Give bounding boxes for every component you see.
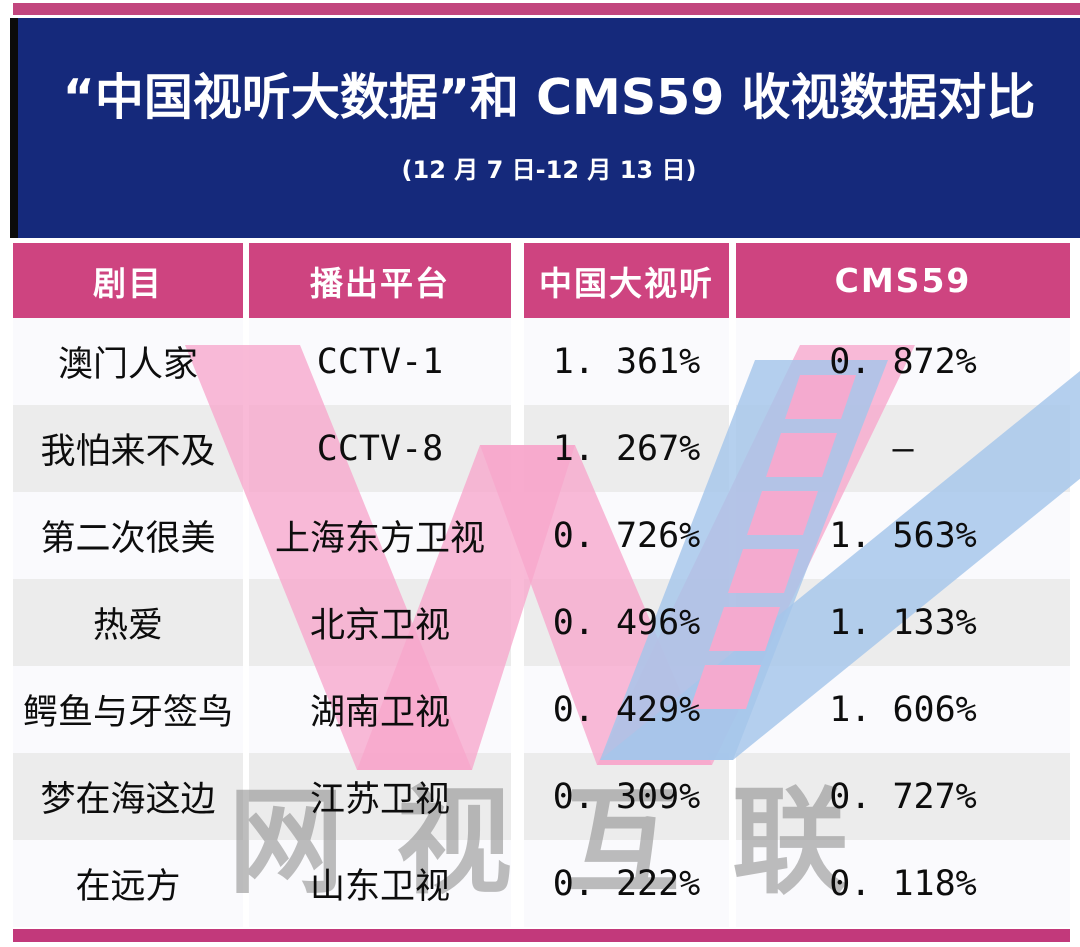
- header-cell-show: 剧目: [13, 243, 243, 318]
- cell-cavd-rating: 1. 267%: [524, 405, 729, 492]
- top-accent-bar: [13, 3, 1080, 15]
- table-header-row: 剧目 播出平台 中国大视听 CMS59: [13, 243, 1070, 318]
- cell-cms59-rating: 1. 563%: [736, 492, 1070, 579]
- table-body: 澳门人家 CCTV-1 1. 361% 0. 872% 我怕来不及 CCTV-8…: [13, 318, 1070, 927]
- cell-cms59-rating: 0. 727%: [736, 753, 1070, 840]
- cell-platform: 湖南卫视: [249, 666, 511, 753]
- cell-platform: 山东卫视: [249, 840, 511, 927]
- cell-platform: CCTV-8: [249, 405, 511, 492]
- cell-platform: CCTV-1: [249, 318, 511, 405]
- cell-platform: 上海东方卫视: [249, 492, 511, 579]
- cell-cms59-rating: –: [736, 405, 1070, 492]
- cell-cavd-rating: 0. 222%: [524, 840, 729, 927]
- header-cell-cavd: 中国大视听: [524, 243, 729, 318]
- cell-cavd-rating: 0. 496%: [524, 579, 729, 666]
- cell-show-title: 热爱: [13, 579, 243, 666]
- table-row: 澳门人家 CCTV-1 1. 361% 0. 872%: [13, 318, 1070, 405]
- cell-cavd-rating: 0. 726%: [524, 492, 729, 579]
- cell-show-title: 澳门人家: [13, 318, 243, 405]
- header-banner: “中国视听大数据”和 CMS59 收视数据对比 (12 月 7 日-12 月 1…: [10, 18, 1080, 238]
- cell-cms59-rating: 1. 133%: [736, 579, 1070, 666]
- table-row: 梦在海这边 江苏卫视 0. 309% 0. 727%: [13, 753, 1070, 840]
- cell-cavd-rating: 0. 429%: [524, 666, 729, 753]
- cell-show-title: 梦在海这边: [13, 753, 243, 840]
- cell-cms59-rating: 1. 606%: [736, 666, 1070, 753]
- cell-show-title: 在远方: [13, 840, 243, 927]
- cell-cms59-rating: 0. 118%: [736, 840, 1070, 927]
- cell-cavd-rating: 0. 309%: [524, 753, 729, 840]
- cell-cavd-rating: 1. 361%: [524, 318, 729, 405]
- ratings-comparison-table: 剧目 播出平台 中国大视听 CMS59 澳门人家 CCTV-1 1. 361% …: [13, 243, 1070, 927]
- cell-show-title: 鳄鱼与牙签鸟: [13, 666, 243, 753]
- bottom-accent-bar: [13, 929, 1070, 942]
- table-row: 第二次很美 上海东方卫视 0. 726% 1. 563%: [13, 492, 1070, 579]
- table-row: 热爱 北京卫视 0. 496% 1. 133%: [13, 579, 1070, 666]
- cell-cms59-rating: 0. 872%: [736, 318, 1070, 405]
- table-row: 鳄鱼与牙签鸟 湖南卫视 0. 429% 1. 606%: [13, 666, 1070, 753]
- table-row: 在远方 山东卫视 0. 222% 0. 118%: [13, 840, 1070, 927]
- header-cell-cms59: CMS59: [736, 243, 1070, 318]
- cell-platform: 北京卫视: [249, 579, 511, 666]
- page-title: “中国视听大数据”和 CMS59 收视数据对比: [62, 68, 1036, 126]
- page-subtitle: (12 月 7 日-12 月 13 日): [401, 156, 697, 185]
- table-row: 我怕来不及 CCTV-8 1. 267% –: [13, 405, 1070, 492]
- header-cell-platform: 播出平台: [249, 243, 511, 318]
- cell-platform: 江苏卫视: [249, 753, 511, 840]
- cell-show-title: 第二次很美: [13, 492, 243, 579]
- cell-show-title: 我怕来不及: [13, 405, 243, 492]
